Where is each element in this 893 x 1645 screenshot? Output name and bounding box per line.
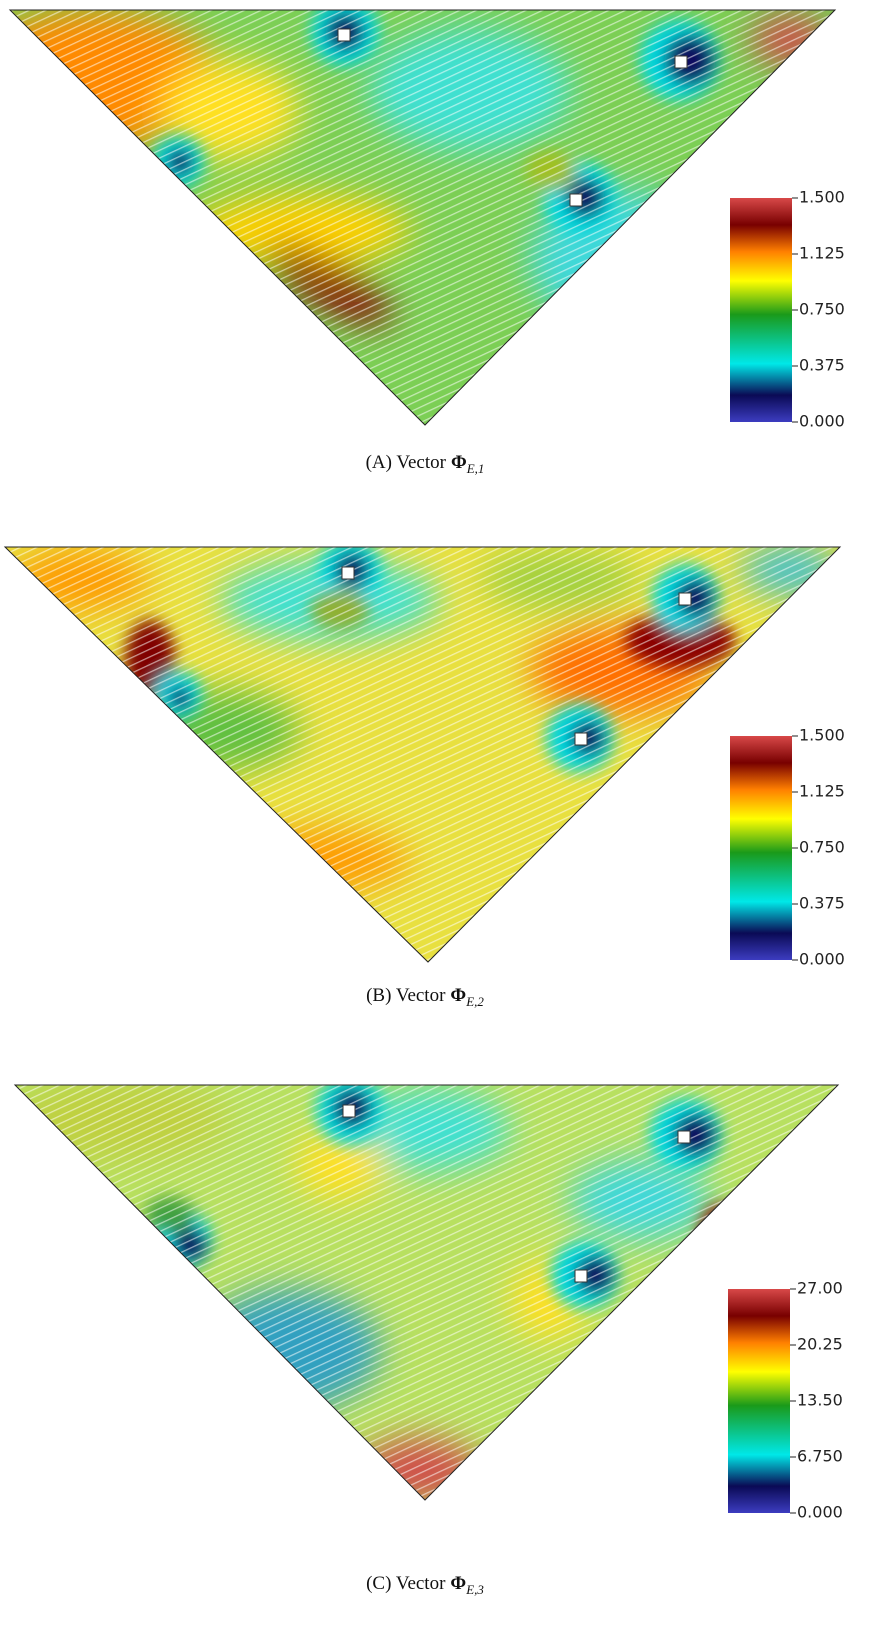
hole xyxy=(674,55,688,69)
domain-outline xyxy=(13,1084,840,1501)
hole xyxy=(677,1130,691,1144)
colorbar-tick-label: 0.375 xyxy=(799,356,845,375)
hole xyxy=(574,732,588,746)
colorbar-tick-label: 0.000 xyxy=(799,412,845,431)
colorbar: 0.000 0.375 0.750 1.125 1.500 xyxy=(730,726,845,969)
caption-subscript: E,1 xyxy=(466,461,485,476)
colorbar-tick-label: 1.125 xyxy=(799,244,845,263)
colorbar-gradient xyxy=(728,1289,790,1513)
colorbar-tick-label: 1.125 xyxy=(799,782,845,801)
caption: (A) Vector ΦE,1 xyxy=(366,452,485,476)
caption-symbol: Φ xyxy=(451,452,467,473)
caption-symbol: Φ xyxy=(450,985,466,1006)
colorbar-gradient xyxy=(730,736,792,960)
hole xyxy=(337,28,351,42)
colorbar-tick-label: 0.375 xyxy=(799,894,845,913)
colorbar-tick-label: 0.000 xyxy=(797,1503,843,1522)
hole xyxy=(341,566,355,580)
colorbar: 0.000 6.750 13.50 20.25 27.00 xyxy=(728,1279,843,1522)
caption-subscript: E,2 xyxy=(465,994,484,1009)
domain-outline xyxy=(3,546,842,963)
caption-prefix: (A) Vector xyxy=(366,452,447,473)
colorbar-gradient xyxy=(730,198,792,422)
caption: (C) Vector ΦE,3 xyxy=(366,1573,484,1597)
colorbar-tick-label: 20.25 xyxy=(797,1335,843,1354)
caption-symbol: Φ xyxy=(450,1573,466,1594)
caption-subscript: E,3 xyxy=(465,1582,484,1597)
colorbar-tick-label: 13.50 xyxy=(797,1391,843,1410)
colorbar-tick-label: 0.000 xyxy=(799,950,845,969)
caption: (B) Vector ΦE,2 xyxy=(366,985,484,1009)
caption-prefix: (B) Vector xyxy=(366,985,446,1006)
domain-outline xyxy=(8,9,837,426)
hole xyxy=(569,193,583,207)
hole xyxy=(574,1269,588,1283)
colorbar-tick-label: 6.750 xyxy=(797,1447,843,1466)
colorbar-tick-label: 1.500 xyxy=(799,188,845,207)
hole xyxy=(342,1104,356,1118)
colorbar-tick-label: 1.500 xyxy=(799,726,845,745)
caption-prefix: (C) Vector xyxy=(366,1573,446,1594)
colorbar-tick-label: 27.00 xyxy=(797,1279,843,1298)
colorbar: 0.000 0.375 0.750 1.125 1.500 xyxy=(730,188,845,431)
colorbar-tick-label: 0.750 xyxy=(799,838,845,857)
hole xyxy=(678,592,692,606)
colorbar-tick-label: 0.750 xyxy=(799,300,845,319)
